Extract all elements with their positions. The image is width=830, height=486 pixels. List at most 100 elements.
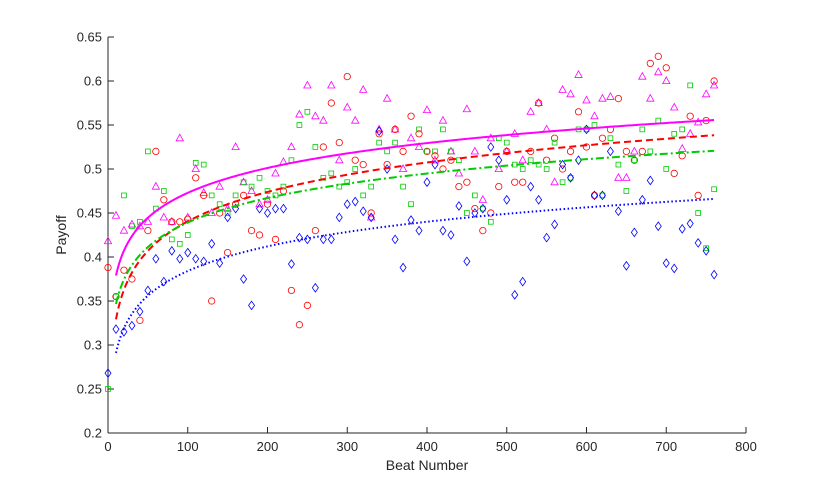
data-point-triangle <box>709 80 719 89</box>
data-point-triangle <box>598 93 607 102</box>
axes <box>107 37 746 434</box>
data-point-diamond <box>543 232 551 243</box>
data-point-diamond <box>614 206 622 217</box>
data-point-square <box>376 139 382 146</box>
data-point-square <box>328 170 335 177</box>
data-point-diamond <box>431 159 439 170</box>
data-point-diamond <box>399 262 407 273</box>
data-point-circle <box>710 77 718 85</box>
data-point-square <box>440 126 446 133</box>
data-point-diamond <box>295 232 303 243</box>
data-point-diamond <box>702 245 710 256</box>
data-point-circle <box>654 52 662 60</box>
data-point-diamond <box>471 208 479 218</box>
data-point-square <box>145 148 151 155</box>
data-point-circle <box>192 174 200 182</box>
data-point-circle <box>614 95 623 103</box>
data-point-circle <box>423 147 431 155</box>
data-point-triangle <box>103 236 113 245</box>
data-point-triangle <box>438 115 448 124</box>
data-point-triangle <box>630 146 639 155</box>
data-point-circle <box>566 147 575 155</box>
data-point-diamond <box>359 206 367 217</box>
x-tick-label: 0 <box>104 439 111 454</box>
data-point-diamond <box>479 203 487 214</box>
y-tick-label: 0.5 <box>84 162 102 177</box>
data-point-triangle <box>159 212 169 221</box>
data-point-diamond <box>112 324 120 335</box>
data-point-square <box>280 183 287 190</box>
data-point-circle <box>662 64 670 72</box>
data-point-circle <box>598 134 607 142</box>
data-point-square <box>129 223 135 230</box>
data-point-triangle <box>685 128 695 137</box>
data-point-diamond <box>455 201 463 211</box>
data-point-circle <box>343 73 351 81</box>
data-point-square <box>519 166 526 172</box>
data-point-diamond <box>303 234 311 245</box>
data-point-diamond <box>248 300 256 311</box>
data-point-circle <box>582 143 591 151</box>
data-point-triangle <box>701 89 711 98</box>
data-point-diamond <box>184 247 192 258</box>
data-point-square <box>360 192 366 199</box>
data-point-circle <box>495 183 503 191</box>
data-point-circle <box>152 147 160 155</box>
data-point-circle <box>247 227 256 235</box>
data-point-diamond <box>598 190 606 201</box>
data-point-circle <box>646 59 654 68</box>
data-point-triangle <box>510 128 519 137</box>
data-point-diamond <box>415 225 423 236</box>
ticks: 0 100 200 300 400 500 600 700 800 0.2 0.25 0.3 0.35 0… <box>77 30 757 455</box>
data-point-circle <box>303 301 311 309</box>
data-point-diamond <box>256 203 264 214</box>
data-point-square <box>607 135 614 142</box>
data-point-diamond <box>423 177 431 188</box>
data-point-diamond <box>590 190 598 201</box>
data-point-square <box>392 139 398 146</box>
data-point-square <box>121 192 127 199</box>
data-point-circle <box>104 263 112 272</box>
data-point-circle <box>630 156 638 164</box>
data-point-square <box>240 179 247 186</box>
data-point-diamond <box>335 212 343 223</box>
data-point-circle <box>311 227 319 235</box>
data-point-circle <box>590 191 599 199</box>
data-point-diamond <box>279 203 287 214</box>
data-point-diamond <box>160 276 168 287</box>
data-point-circle <box>263 200 272 208</box>
data-point-triangle <box>151 181 161 190</box>
data-point-diamond <box>710 269 718 280</box>
data-point-circle <box>136 316 144 324</box>
data-point-square <box>623 188 630 194</box>
data-point-circle <box>367 209 375 217</box>
data-point-square <box>312 144 319 150</box>
data-points <box>103 52 719 392</box>
data-point-square <box>105 386 111 392</box>
data-point-triangle <box>382 93 392 102</box>
data-point-triangle <box>287 142 296 151</box>
data-point-triangle <box>319 115 328 124</box>
data-point-diamond <box>104 368 112 379</box>
data-point-triangle <box>558 84 567 93</box>
data-point-circle <box>112 292 120 301</box>
data-point-square <box>503 139 510 146</box>
data-point-square <box>248 183 255 190</box>
data-point-circle <box>239 191 248 199</box>
data-point-triangle <box>638 71 647 80</box>
data-point-diamond <box>519 276 527 287</box>
data-point-circle <box>271 235 280 243</box>
data-point-triangle <box>350 115 360 124</box>
data-point-triangle <box>374 124 384 133</box>
data-point-diamond <box>447 230 455 240</box>
data-point-square <box>216 201 223 208</box>
data-point-circle <box>511 178 519 186</box>
data-point-square <box>224 210 231 216</box>
data-point-diamond <box>511 289 519 300</box>
data-point-triangle <box>271 168 280 177</box>
data-point-square <box>527 157 534 164</box>
data-point-square <box>368 183 374 190</box>
data-point-circle <box>200 191 208 199</box>
data-point-triangle <box>199 187 208 196</box>
